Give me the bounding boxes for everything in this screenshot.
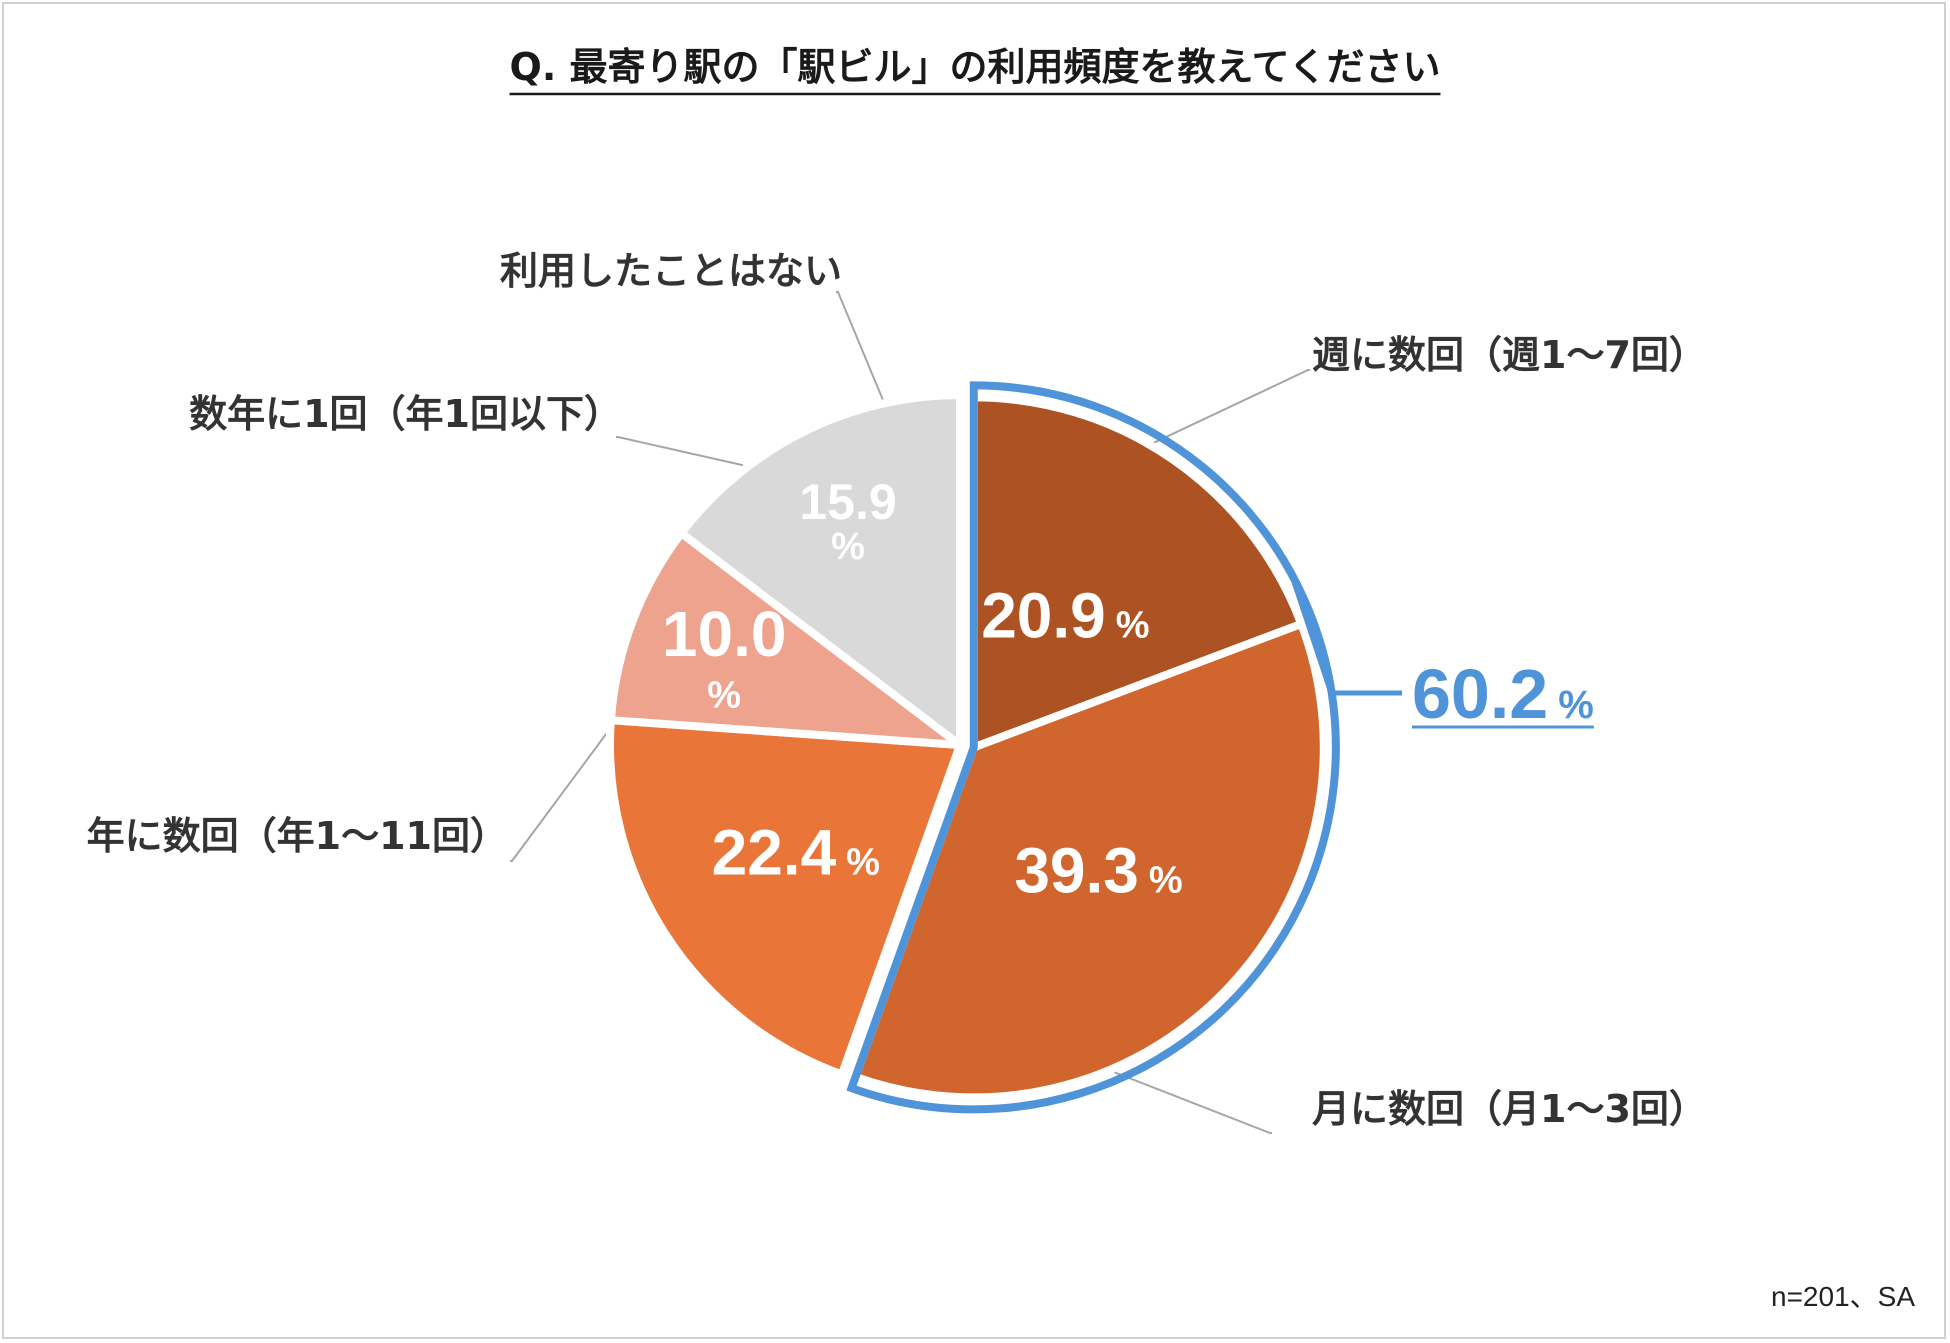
category-label-1: 週に数回（週1～7回） xyxy=(1312,333,1707,377)
pie-slice-5 xyxy=(677,391,964,749)
sample-note: n=201、SA xyxy=(1771,1281,1915,1312)
value-labels: 20.9 % 39.3 % 22.4 % 10.0 %15.9% xyxy=(662,474,1183,906)
leader-line-3 xyxy=(510,733,607,862)
highlight-percent: % xyxy=(1558,683,1594,727)
value-label-3: 22.4% xyxy=(712,816,880,888)
pie-slice-2 xyxy=(851,619,1328,1102)
highlight-group: 60.2% xyxy=(846,381,1594,1114)
pie-slices xyxy=(606,391,1328,1102)
leader-line-4 xyxy=(616,436,744,467)
highlight-value: 60.2 xyxy=(1412,655,1548,733)
highlight-value-label: 60.2% xyxy=(1412,655,1594,733)
value-label-1: 20.9% xyxy=(981,579,1149,651)
category-labels: 週に数回（週1～7回） 月に数回（月1～3回） 年に数回（年1～11回） 数年に1回（… xyxy=(87,249,1707,1131)
highlight-connector xyxy=(1288,572,1402,696)
chart-title-group: Q. 最寄り駅の「駅ビル」の利用頻度を教えてください xyxy=(509,45,1441,96)
leader-line-5 xyxy=(836,291,884,400)
highlight-outline xyxy=(846,381,1340,1114)
leader-lines xyxy=(510,291,1310,1134)
value-label-4: 10.0% xyxy=(662,598,787,716)
pie-slice-3 xyxy=(606,716,964,1079)
category-label-3: 年に数回（年1～11回） xyxy=(87,814,508,858)
chart-title: Q. 最寄り駅の「駅ビル」の利用頻度を教えてください xyxy=(510,45,1441,89)
value-label-2: 39.3% xyxy=(1014,835,1182,907)
category-label-5: 利用したことはない xyxy=(500,249,842,293)
pie-slice-4 xyxy=(606,529,964,749)
category-label-4: 数年に1回（年1回以下） xyxy=(189,392,622,436)
value-label-5: 15.9% xyxy=(799,474,896,568)
category-label-2: 月に数回（月1～3回） xyxy=(1312,1087,1707,1131)
leader-line-2 xyxy=(1114,1071,1272,1134)
pie-slice-1 xyxy=(969,393,1306,752)
leader-line-1 xyxy=(1153,369,1310,444)
